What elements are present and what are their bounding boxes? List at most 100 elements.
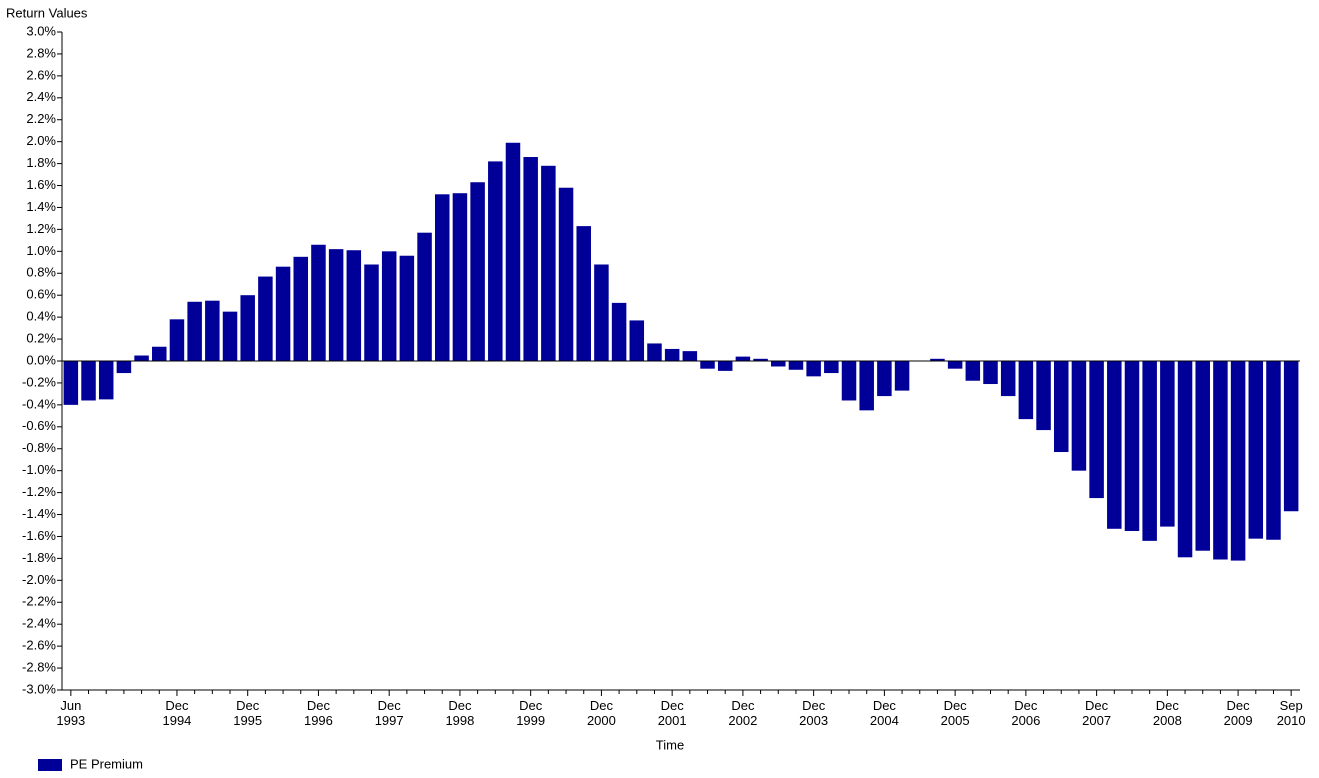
y-tick-label: 0.0% bbox=[26, 352, 56, 367]
bar bbox=[753, 358, 768, 361]
bar bbox=[735, 356, 751, 361]
y-tick-label: -1.2% bbox=[22, 484, 56, 499]
bar bbox=[771, 361, 786, 367]
bar bbox=[523, 157, 538, 361]
bar bbox=[434, 194, 450, 361]
bar bbox=[700, 361, 715, 369]
bar bbox=[824, 361, 839, 374]
bar bbox=[328, 249, 344, 361]
bar bbox=[1124, 361, 1140, 531]
y-tick-label: -0.8% bbox=[22, 440, 56, 455]
bar bbox=[647, 343, 662, 361]
bar bbox=[417, 232, 432, 361]
bar bbox=[1036, 361, 1051, 431]
bar bbox=[346, 250, 362, 361]
y-tick-label: -1.6% bbox=[22, 528, 56, 543]
bar bbox=[664, 348, 680, 361]
x-tick-label: Dec 2005 bbox=[940, 698, 970, 728]
bar bbox=[930, 358, 945, 361]
x-tick-label: Dec 1997 bbox=[374, 698, 404, 728]
y-axis-label: Return Values bbox=[6, 5, 88, 20]
bar bbox=[116, 361, 132, 374]
bar bbox=[205, 300, 220, 361]
bar bbox=[452, 193, 468, 361]
bar bbox=[293, 256, 309, 361]
x-tick-label: Dec 1996 bbox=[303, 698, 333, 728]
bar bbox=[275, 266, 291, 361]
x-tick-label: Dec 1998 bbox=[445, 698, 475, 728]
y-tick-label: -2.0% bbox=[22, 572, 56, 587]
bar bbox=[311, 244, 326, 361]
bar bbox=[1283, 361, 1299, 512]
bar bbox=[364, 264, 379, 361]
x-tick-label: Dec 2009 bbox=[1223, 698, 1253, 728]
bar bbox=[1248, 361, 1264, 539]
x-axis-label: Time bbox=[656, 737, 684, 752]
bar bbox=[894, 361, 910, 391]
bar bbox=[1266, 361, 1281, 540]
x-tick-label: Dec 2006 bbox=[1011, 698, 1041, 728]
bar bbox=[877, 361, 892, 397]
y-tick-label: 1.4% bbox=[26, 199, 56, 214]
bar bbox=[629, 320, 645, 361]
bar bbox=[1107, 361, 1122, 529]
y-tick-label: 1.6% bbox=[26, 177, 56, 192]
bar bbox=[152, 346, 167, 361]
bar bbox=[983, 361, 998, 385]
bar bbox=[1000, 361, 1016, 397]
bar bbox=[169, 319, 185, 361]
bar bbox=[1018, 361, 1034, 420]
bar bbox=[806, 361, 821, 377]
y-tick-label: 3.0% bbox=[26, 23, 56, 38]
y-tick-label: -1.0% bbox=[22, 462, 56, 477]
bar bbox=[187, 301, 202, 361]
y-tick-label: 1.2% bbox=[26, 221, 56, 236]
y-tick-label: 0.8% bbox=[26, 265, 56, 280]
x-tick-label: Dec 2000 bbox=[586, 698, 616, 728]
y-tick-label: 0.2% bbox=[26, 331, 56, 346]
x-tick-label: Dec 2004 bbox=[869, 698, 899, 728]
bar bbox=[258, 276, 273, 361]
y-tick-label: -1.8% bbox=[22, 550, 56, 565]
y-tick-label: -0.2% bbox=[22, 374, 56, 389]
y-tick-label: 2.0% bbox=[26, 133, 56, 148]
y-tick-label: 0.4% bbox=[26, 309, 56, 324]
x-tick-label: Dec 1995 bbox=[233, 698, 263, 728]
y-tick-label: 0.6% bbox=[26, 287, 56, 302]
bar bbox=[611, 302, 627, 361]
y-tick-label: 2.2% bbox=[26, 111, 56, 126]
bar bbox=[505, 142, 521, 361]
bar bbox=[576, 226, 591, 361]
bar bbox=[63, 361, 79, 405]
y-tick-label: -2.6% bbox=[22, 638, 56, 653]
bar bbox=[399, 255, 415, 361]
bar bbox=[470, 182, 485, 361]
bar bbox=[1071, 361, 1087, 471]
bar bbox=[859, 361, 874, 411]
y-tick-label: -0.6% bbox=[22, 418, 56, 433]
y-tick-label: 2.8% bbox=[26, 45, 56, 60]
x-tick-label: Jun 1993 bbox=[56, 698, 86, 728]
x-tick-label: Dec 2008 bbox=[1152, 698, 1182, 728]
bar bbox=[1230, 361, 1246, 561]
bar bbox=[947, 361, 963, 369]
legend-label: PE Premium bbox=[70, 756, 143, 771]
bar bbox=[965, 361, 981, 381]
y-tick-label: -1.4% bbox=[22, 506, 56, 521]
legend-swatch bbox=[38, 759, 62, 771]
bar bbox=[1160, 361, 1175, 527]
x-tick-label: Dec 1994 bbox=[162, 698, 192, 728]
bar bbox=[134, 355, 149, 361]
x-tick-label: Dec 2007 bbox=[1082, 698, 1112, 728]
bar bbox=[682, 351, 698, 361]
y-tick-label: -2.8% bbox=[22, 660, 56, 675]
y-tick-label: -2.4% bbox=[22, 616, 56, 631]
bar bbox=[1177, 361, 1193, 558]
bar bbox=[541, 165, 556, 361]
x-tick-label: Dec 2001 bbox=[657, 698, 687, 728]
y-tick-label: 2.6% bbox=[26, 67, 56, 82]
y-tick-label: 1.8% bbox=[26, 155, 56, 170]
bar bbox=[717, 361, 733, 371]
